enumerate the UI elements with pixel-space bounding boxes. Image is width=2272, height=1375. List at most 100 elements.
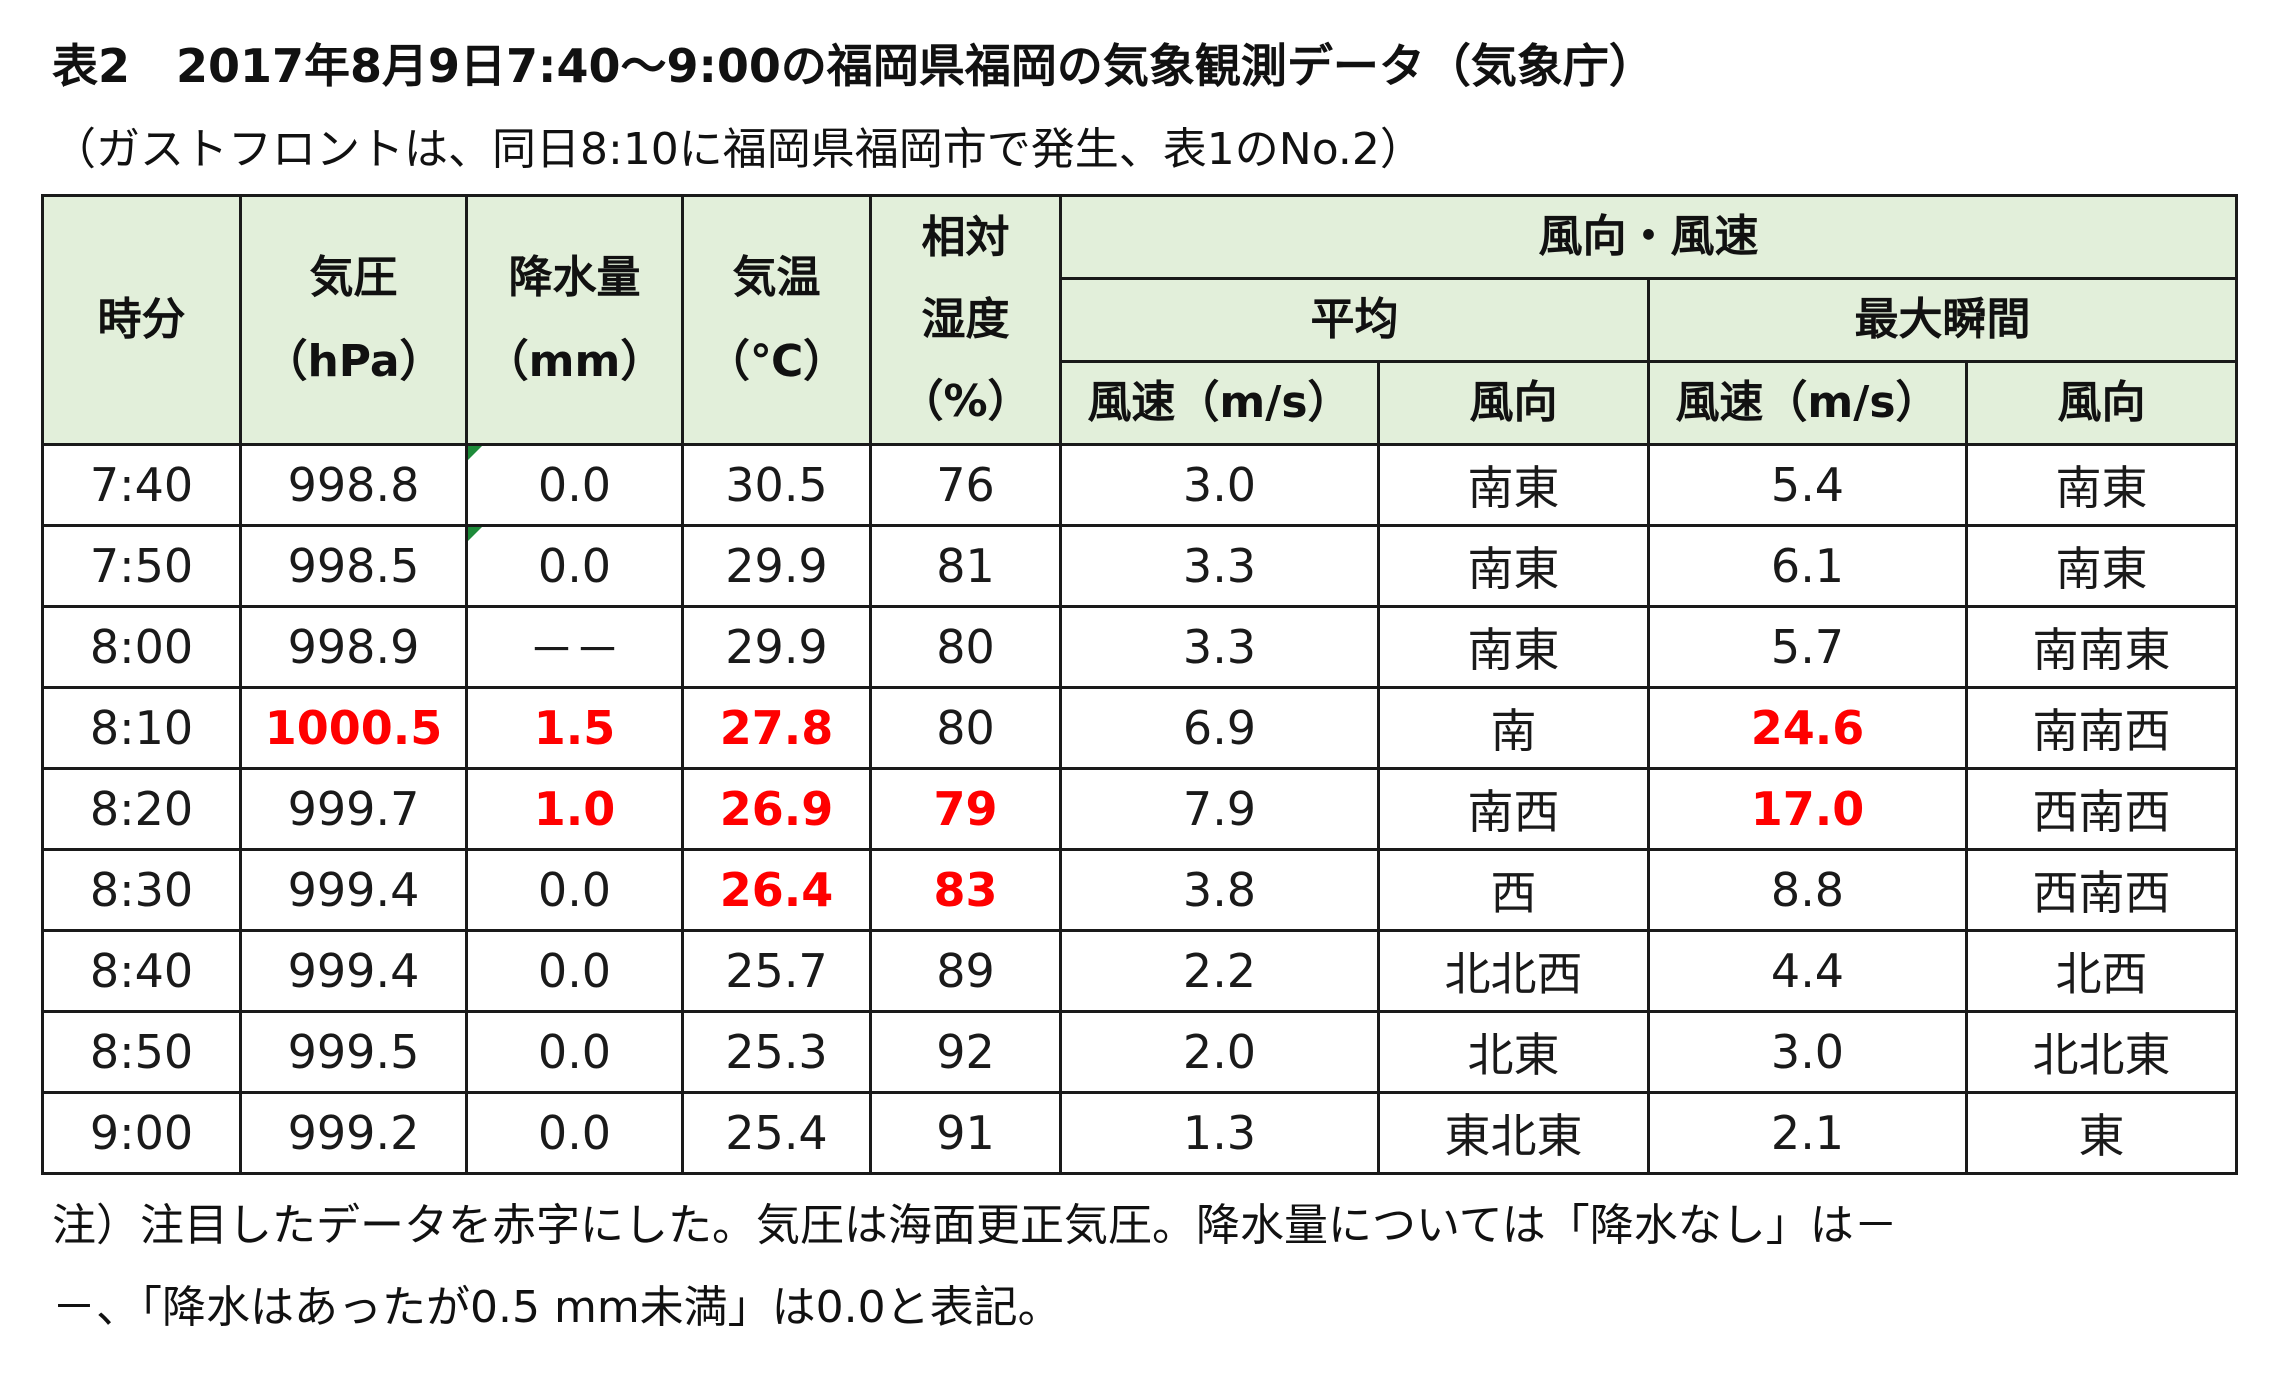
cell-time: 8:10 bbox=[41, 686, 242, 770]
table-row: 7:50 998.5 0.0 29.9 81 3.3 南東 6.1 南東 bbox=[41, 524, 2238, 608]
header-max-direction: 風向 bbox=[1965, 360, 2238, 446]
cell-precip: 1.5 bbox=[465, 686, 684, 770]
cell-max-speed: 3.0 bbox=[1647, 1010, 1968, 1094]
table-row: 8:50 999.5 0.0 25.3 92 2.0 北東 3.0 北北東 bbox=[41, 1010, 2238, 1094]
cell-max-direction: 西南西 bbox=[1965, 767, 2238, 851]
cell-max-direction: 南南東 bbox=[1965, 605, 2238, 689]
header-wind-average: 平均 bbox=[1059, 277, 1650, 363]
cell-time: 8:20 bbox=[41, 767, 242, 851]
cell-humidity: 92 bbox=[869, 1010, 1062, 1094]
cell-time: 7:50 bbox=[41, 524, 242, 608]
cell-pressure: 998.8 bbox=[239, 443, 468, 527]
cell-temp: 25.4 bbox=[681, 1091, 872, 1175]
table-header: 時分 気圧 （hPa） 降水量 （mm） 気温 （℃） 相対 湿度 （%） 風向… bbox=[41, 194, 2238, 446]
cell-avg-direction: 南東 bbox=[1377, 605, 1650, 689]
table-body: 7:40 998.8 0.0 30.5 76 3.0 南東 5.4 南東 7:5… bbox=[41, 443, 2238, 1175]
cell-pressure: 999.7 bbox=[239, 767, 468, 851]
cell-avg-direction: 北東 bbox=[1377, 1010, 1650, 1094]
header-precip-label: 降水量 bbox=[508, 252, 641, 303]
cell-temp: 25.3 bbox=[681, 1010, 872, 1094]
cell-max-direction: 北北東 bbox=[1965, 1010, 2238, 1094]
footnote-line-1: 注）注目したデータを赤字にした。気圧は海面更正気圧。降水量については「降水なし」… bbox=[52, 1200, 1898, 1251]
cell-temp: 30.5 bbox=[681, 443, 872, 527]
table-row: 8:40 999.4 0.0 25.7 89 2.2 北北西 4.4 北西 bbox=[41, 929, 2238, 1013]
header-temp: 気温 （℃） bbox=[681, 194, 872, 446]
header-time: 時分 bbox=[41, 194, 242, 446]
cell-max-speed: 24.6 bbox=[1647, 686, 1968, 770]
cell-avg-speed: 2.2 bbox=[1059, 929, 1380, 1013]
cell-avg-direction: 南東 bbox=[1377, 443, 1650, 527]
cell-temp: 26.4 bbox=[681, 848, 872, 932]
cell-max-direction: 北西 bbox=[1965, 929, 2238, 1013]
cell-avg-speed: 6.9 bbox=[1059, 686, 1380, 770]
cell-pressure: 999.5 bbox=[239, 1010, 468, 1094]
table-row: 7:40 998.8 0.0 30.5 76 3.0 南東 5.4 南東 bbox=[41, 443, 2238, 527]
cell-humidity: 89 bbox=[869, 929, 1062, 1013]
cell-max-speed: 2.1 bbox=[1647, 1091, 1968, 1175]
cell-max-speed: 17.0 bbox=[1647, 767, 1968, 851]
cell-precip: 0.0 bbox=[465, 848, 684, 932]
table-footnote: 注）注目したデータを赤字にした。気圧は海面更正気圧。降水量については「降水なし」… bbox=[52, 1185, 2252, 1349]
cell-avg-speed: 3.3 bbox=[1059, 605, 1380, 689]
cell-temp: 27.8 bbox=[681, 686, 872, 770]
cell-avg-speed: 3.8 bbox=[1059, 848, 1380, 932]
cell-temp: 29.9 bbox=[681, 524, 872, 608]
cell-max-speed: 8.8 bbox=[1647, 848, 1968, 932]
cell-temp: 25.7 bbox=[681, 929, 872, 1013]
cell-pressure: 999.4 bbox=[239, 929, 468, 1013]
cell-avg-speed: 3.0 bbox=[1059, 443, 1380, 527]
cell-humidity: 80 bbox=[869, 605, 1062, 689]
cell-max-speed: 6.1 bbox=[1647, 524, 1968, 608]
cell-avg-direction: 南西 bbox=[1377, 767, 1650, 851]
header-wind-group: 風向・風速 bbox=[1059, 194, 2238, 280]
header-avg-speed: 風速（m/s） bbox=[1059, 360, 1380, 446]
cell-max-speed: 5.4 bbox=[1647, 443, 1968, 527]
cell-precip: 1.0 bbox=[465, 767, 684, 851]
table-row: 8:20 999.7 1.0 26.9 79 7.9 南西 17.0 西南西 bbox=[41, 767, 2238, 851]
cell-temp: 29.9 bbox=[681, 605, 872, 689]
header-avg-direction: 風向 bbox=[1377, 360, 1650, 446]
header-precip-unit: （mm） bbox=[484, 336, 665, 387]
cell-humidity: 91 bbox=[869, 1091, 1062, 1175]
cell-time: 7:40 bbox=[41, 443, 242, 527]
cell-avg-direction: 西 bbox=[1377, 848, 1650, 932]
cell-precip: 0.0 bbox=[465, 443, 684, 527]
cell-max-direction: 南東 bbox=[1965, 524, 2238, 608]
header-pressure-unit: （hPa） bbox=[263, 336, 444, 387]
cell-precip: 0.0 bbox=[465, 524, 684, 608]
table-row: 8:30 999.4 0.0 26.4 83 3.8 西 8.8 西南西 bbox=[41, 848, 2238, 932]
cell-max-speed: 5.7 bbox=[1647, 605, 1968, 689]
cell-max-direction: 東 bbox=[1965, 1091, 2238, 1175]
cell-avg-direction: 南 bbox=[1377, 686, 1650, 770]
header-humidity-label-2: 湿度 bbox=[921, 294, 1010, 345]
cell-avg-direction: 東北東 bbox=[1377, 1091, 1650, 1175]
header-temp-label: 気温 bbox=[732, 252, 821, 303]
cell-avg-speed: 3.3 bbox=[1059, 524, 1380, 608]
cell-precip: 0.0 bbox=[465, 1010, 684, 1094]
cell-pressure: 998.5 bbox=[239, 524, 468, 608]
cell-time: 9:00 bbox=[41, 1091, 242, 1175]
header-humidity: 相対 湿度 （%） bbox=[869, 194, 1062, 446]
cell-max-direction: 南東 bbox=[1965, 443, 2238, 527]
cell-precip: －－ bbox=[465, 605, 684, 689]
cell-pressure: 998.9 bbox=[239, 605, 468, 689]
cell-avg-speed: 2.0 bbox=[1059, 1010, 1380, 1094]
cell-pressure: 999.2 bbox=[239, 1091, 468, 1175]
cell-avg-speed: 7.9 bbox=[1059, 767, 1380, 851]
cell-humidity: 79 bbox=[869, 767, 1062, 851]
cell-avg-direction: 北北西 bbox=[1377, 929, 1650, 1013]
table-row: 9:00 999.2 0.0 25.4 91 1.3 東北東 2.1 東 bbox=[41, 1091, 2238, 1175]
header-humidity-unit: （%） bbox=[899, 376, 1032, 427]
cell-humidity: 80 bbox=[869, 686, 1062, 770]
cell-max-speed: 4.4 bbox=[1647, 929, 1968, 1013]
header-pressure-label: 気圧 bbox=[309, 252, 398, 303]
table-row: 8:00 998.9 －－ 29.9 80 3.3 南東 5.7 南南東 bbox=[41, 605, 2238, 689]
cell-humidity: 76 bbox=[869, 443, 1062, 527]
cell-precip: 0.0 bbox=[465, 929, 684, 1013]
cell-precip: 0.0 bbox=[465, 1091, 684, 1175]
cell-avg-speed: 1.3 bbox=[1059, 1091, 1380, 1175]
cell-time: 8:40 bbox=[41, 929, 242, 1013]
table-row: 8:10 1000.5 1.5 27.8 80 6.9 南 24.6 南南西 bbox=[41, 686, 2238, 770]
table-title: 表2 2017年8月9日7:40～9:00の福岡県福岡の気象観測データ（気象庁） bbox=[52, 39, 1655, 93]
footnote-line-2: －、「降水はあったが0.5 mm未満」は0.0と表記。 bbox=[52, 1282, 1062, 1333]
